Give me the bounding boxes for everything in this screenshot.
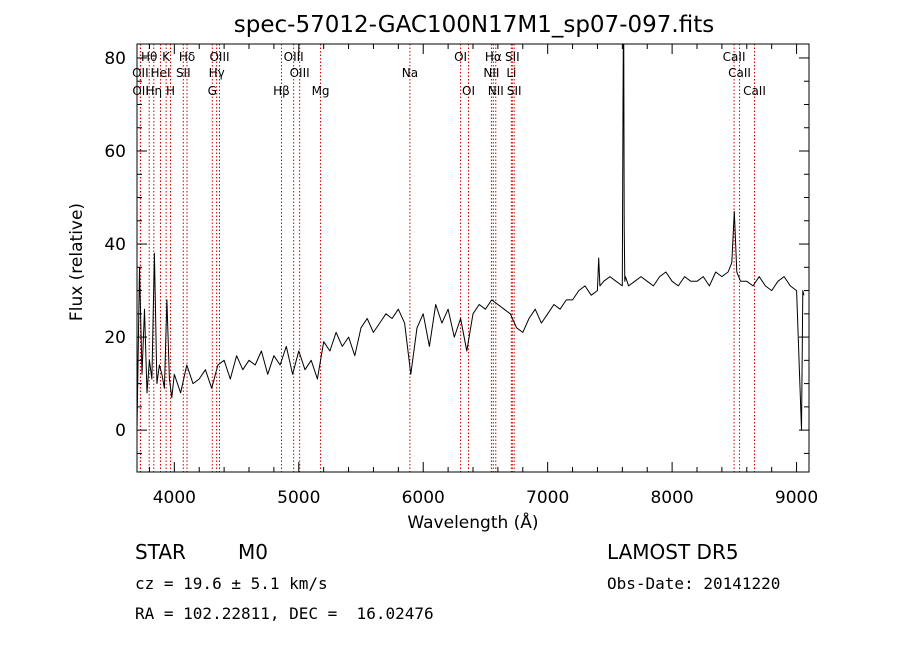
x-tick-label: 4000 (153, 488, 196, 508)
line-label: SII (176, 66, 191, 80)
spectrum-layer (137, 44, 805, 431)
redshift-value: cz = 19.6 ± 5.1 km/s (135, 574, 328, 593)
line-label: Hθ (141, 50, 157, 64)
line-label: OII (132, 66, 149, 80)
y-tick-label: 0 (115, 421, 126, 441)
chart-title: spec-57012-GAC100N17M1_sp07-097.fits (234, 12, 714, 38)
x-axis-label: Wavelength (Å) (407, 511, 538, 533)
y-tick-label: 60 (104, 142, 126, 162)
plot-frame (136, 43, 810, 473)
line-label: OII (132, 84, 149, 98)
y-axis: 0 20 40 60 80 (104, 49, 809, 454)
line-label: CaII (743, 84, 766, 98)
object-class: STAR (135, 540, 186, 564)
line-label: HeI (151, 66, 171, 80)
x-tick-label: 9000 (775, 488, 818, 508)
line-label: OI (454, 50, 467, 64)
survey-name: LAMOST DR5 (607, 540, 739, 564)
line-label: Mg (312, 84, 330, 98)
x-tick-label: 7000 (526, 488, 569, 508)
coordinates: RA = 102.22811, DEC = 16.02476 (135, 604, 434, 623)
spectrum-line (137, 44, 805, 431)
line-label: SII (507, 84, 522, 98)
line-label: Hη (145, 84, 162, 98)
x-axis: 4000 5000 6000 7000 8000 9000 (148, 44, 818, 508)
x-tick-label: 8000 (650, 488, 693, 508)
line-label: Li (506, 66, 516, 80)
y-tick-label: 20 (104, 328, 126, 348)
line-label: NII (483, 66, 499, 80)
y-axis-label: Flux (relative) (67, 203, 87, 321)
line-label: OI (462, 84, 475, 98)
line-label: OIII (290, 66, 310, 80)
line-label: SII (505, 50, 520, 64)
line-label: K (162, 50, 171, 64)
line-label: G (208, 84, 217, 98)
line-label: NII (488, 84, 504, 98)
x-tick-label: 5000 (277, 488, 320, 508)
line-label: OIII (284, 50, 304, 64)
line-label: Na (402, 66, 418, 80)
line-label: CaII (723, 50, 746, 64)
line-label: CaII (728, 66, 751, 80)
line-label: Hγ (209, 66, 225, 80)
line-label: H (166, 84, 175, 98)
line-marker-group (139, 44, 755, 472)
line-label: Hδ (179, 50, 195, 64)
x-tick-label: 6000 (402, 488, 445, 508)
y-tick-label: 40 (104, 235, 126, 255)
line-label: Hβ (273, 84, 290, 98)
y-tick-label: 80 (104, 49, 126, 69)
object-subclass: M0 (238, 540, 268, 564)
line-label: OIII (209, 50, 229, 64)
observation-date: Obs-Date: 20141220 (607, 574, 781, 593)
line-label: Hα (485, 50, 502, 64)
